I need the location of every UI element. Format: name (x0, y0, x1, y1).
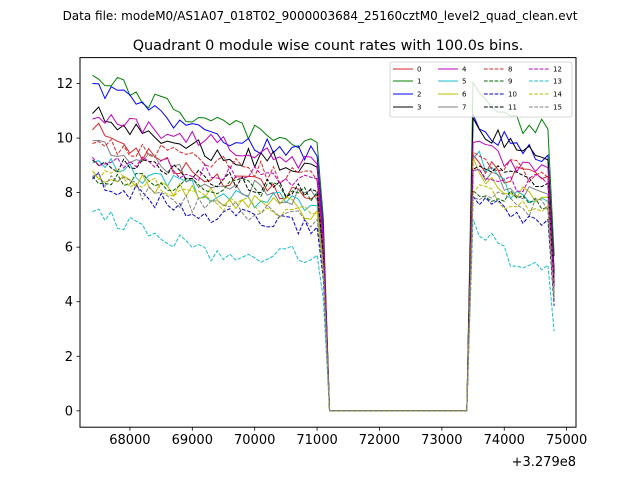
x-tick-label: 68000 (109, 433, 150, 448)
y-tick-label: 12 (56, 77, 73, 92)
x-axis: 68000 69000 70000 71000 72000 73000 74000 75000 (109, 427, 587, 448)
legend-label-4: 4 (462, 66, 467, 74)
legend-label-14: 14 (553, 91, 562, 99)
y-axis: 0 2 4 6 8 10 12 (56, 77, 80, 419)
plot-frame (79, 57, 577, 428)
chart-title: Quadrant 0 module wise count rates with … (133, 38, 524, 54)
legend-label-3: 3 (417, 104, 421, 112)
series-line-8 (92, 138, 555, 412)
x-tick-label: 69000 (172, 433, 213, 448)
y-tick-label: 6 (65, 241, 73, 256)
y-tick-label: 4 (65, 295, 73, 310)
series-line-14 (92, 168, 555, 412)
legend-label-8: 8 (508, 66, 512, 74)
legend-label-12: 12 (553, 66, 562, 74)
x-tick-label: 71000 (296, 433, 337, 448)
legend-label-9: 9 (508, 78, 512, 86)
series-layer (92, 74, 555, 412)
y-tick-label: 8 (65, 186, 73, 201)
legend-label-15: 15 (553, 104, 562, 112)
legend-label-6: 6 (462, 91, 467, 99)
series-line-15 (92, 173, 555, 412)
x-tick-label: 72000 (359, 433, 400, 448)
legend-label-7: 7 (462, 104, 466, 112)
legend-label-13: 13 (553, 78, 562, 86)
x-tick-label: 74000 (484, 433, 525, 448)
y-tick-label: 2 (65, 350, 73, 365)
legend-label-2: 2 (417, 91, 421, 99)
series-line-12 (92, 156, 555, 412)
series-line-9 (92, 173, 555, 412)
legend-label-11: 11 (508, 104, 517, 112)
x-tick-label: 75000 (546, 433, 587, 448)
x-tick-label: 70000 (234, 433, 275, 448)
y-tick-label: 0 (65, 404, 73, 419)
legend-label-5: 5 (462, 78, 466, 86)
legend-label-1: 1 (417, 78, 421, 86)
legend-box (389, 61, 573, 118)
series-line-4 (92, 113, 555, 412)
series-line-2 (92, 83, 555, 412)
series-line-10 (92, 171, 555, 412)
x-offset-label: +3.279e8 (512, 455, 576, 470)
series-line-13 (92, 208, 555, 412)
figure-suptitle: Data file: modeM0/AS1A07_018T02_90000036… (63, 9, 578, 23)
legend-label-0: 0 (417, 66, 421, 74)
x-tick-label: 73000 (421, 433, 462, 448)
legend-label-10: 10 (508, 91, 517, 99)
y-tick-label: 10 (56, 132, 73, 147)
series-line-11 (92, 158, 555, 412)
